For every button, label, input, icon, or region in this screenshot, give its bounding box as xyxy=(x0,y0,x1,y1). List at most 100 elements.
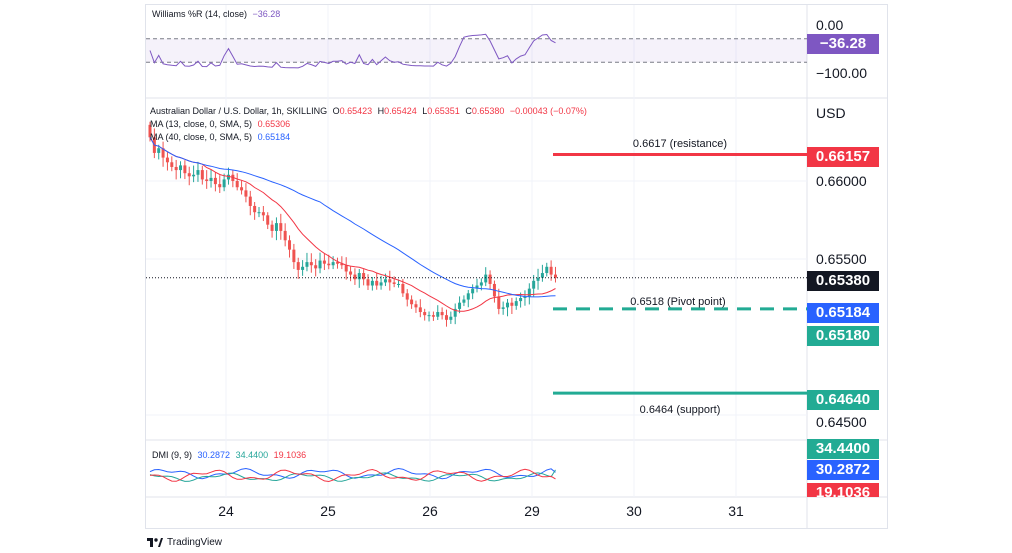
candle-body-15 xyxy=(213,177,217,185)
williams-legend: Williams %R (14, close) −36.28 xyxy=(152,9,283,19)
candle-body-52 xyxy=(375,280,379,286)
candle-body-14 xyxy=(209,177,213,181)
price-axis-tick-1: 0.65500 xyxy=(816,251,867,267)
pivot-annotation: 0.6518 (Pivot point) xyxy=(630,296,726,308)
candle-body-61 xyxy=(414,304,418,308)
candle-body-23 xyxy=(248,196,252,206)
candle-body-25 xyxy=(257,212,261,214)
candle-body-27 xyxy=(266,215,270,225)
candle-body-77 xyxy=(484,274,488,283)
ohlc-close-label: C xyxy=(465,106,472,116)
ohlc-open: 0.65423 xyxy=(339,106,373,116)
candle-body-22 xyxy=(244,190,248,197)
candle-body-88 xyxy=(532,280,536,289)
candle-body-37 xyxy=(309,262,313,266)
candle-body-44 xyxy=(340,263,344,266)
candle-body-75 xyxy=(475,285,479,289)
candle-body-4 xyxy=(165,157,169,163)
candle-body-28 xyxy=(270,224,274,231)
candle-body-93 xyxy=(553,274,557,278)
candle-body-73 xyxy=(466,293,470,300)
ma13-label: MA (13, close, 0, SMA, 5) xyxy=(150,119,253,129)
candle-body-9 xyxy=(187,173,191,177)
dmi-minus-line xyxy=(149,468,556,483)
ohlc-change: −0.00043 (−0.07%) xyxy=(509,106,587,116)
candle-body-84 xyxy=(514,301,518,306)
candle-body-55 xyxy=(388,279,392,283)
candle-body-80 xyxy=(497,296,501,309)
support-price-tag: 0.64640 xyxy=(807,390,879,410)
candle-body-59 xyxy=(405,293,409,300)
candle-body-91 xyxy=(545,266,549,274)
candle-body-20 xyxy=(235,181,239,188)
candle-body-65 xyxy=(431,315,435,317)
candle-body-40 xyxy=(322,260,326,264)
candle-body-35 xyxy=(301,266,305,270)
candle-body-19 xyxy=(231,174,235,181)
candle-body-49 xyxy=(362,273,366,280)
williams-band xyxy=(146,38,807,63)
candle-body-62 xyxy=(418,307,422,313)
candle-body-30 xyxy=(279,223,283,231)
candle-body-50 xyxy=(366,279,370,286)
candle-body-32 xyxy=(288,240,292,250)
candle-body-64 xyxy=(427,315,431,317)
candle-body-51 xyxy=(370,280,374,286)
ma40-label: MA (40, close, 0, SMA, 5) xyxy=(150,132,253,142)
tradingview-logo-icon xyxy=(147,538,163,547)
williams-line xyxy=(149,33,556,69)
candle-body-3 xyxy=(161,148,165,158)
dmi-minus-value: 19.1036 xyxy=(273,450,307,460)
ohlc-open-label: O xyxy=(332,106,340,116)
candle-body-74 xyxy=(471,288,475,294)
candle-body-69 xyxy=(449,316,453,320)
ma13-legend: MA (13, close, 0, SMA, 5) 0.65306 xyxy=(150,119,293,129)
chart-frame xyxy=(145,4,888,529)
tradingview-brand[interactable]: TradingView xyxy=(147,537,222,548)
candle-body-57 xyxy=(397,283,401,285)
ohlc-high: 0.65424 xyxy=(384,106,417,116)
support-annotation: 0.6464 (support) xyxy=(639,404,721,416)
x-tick-1: 25 xyxy=(320,503,336,519)
resistance-annotation: 0.6617 (resistance) xyxy=(632,138,728,150)
candle-body-71 xyxy=(458,302,462,309)
candle-body-43 xyxy=(335,262,339,264)
candle-body-47 xyxy=(353,274,357,280)
candle-body-58 xyxy=(401,283,405,294)
ma40-legend: MA (40, close, 0, SMA, 5) 0.65184 xyxy=(150,132,293,142)
candle-body-82 xyxy=(506,302,510,308)
candle-body-26 xyxy=(261,212,265,216)
candle-body-81 xyxy=(501,307,505,309)
candle-body-45 xyxy=(344,265,348,272)
dmi-plus-tag: 30.2872 xyxy=(807,460,879,480)
price-axis-tick-0: 0.66000 xyxy=(816,173,867,189)
candle-body-42 xyxy=(331,262,335,266)
pivot-price-tag: 0.65180 xyxy=(807,326,879,346)
candle-body-89 xyxy=(536,277,540,281)
candle-body-11 xyxy=(196,170,200,175)
candle-body-0 xyxy=(148,124,152,138)
candle-body-39 xyxy=(318,260,322,269)
candle-body-90 xyxy=(540,273,544,278)
candle-body-53 xyxy=(379,282,383,286)
ma13-value: 0.65306 xyxy=(257,119,291,129)
candle-body-76 xyxy=(479,282,483,286)
candle-body-92 xyxy=(549,266,553,275)
dmi-minus-tag: 19.1036 xyxy=(807,483,879,497)
candle-body-46 xyxy=(349,271,353,275)
ma40-price-tag: 0.65184 xyxy=(807,303,879,323)
williams-value-tag: −36.28 xyxy=(807,34,879,54)
candle-body-56 xyxy=(392,282,396,284)
candle-body-8 xyxy=(183,165,187,174)
candle-body-13 xyxy=(205,179,209,181)
candle-body-18 xyxy=(226,174,230,180)
candle-body-5 xyxy=(170,162,174,167)
candle-body-24 xyxy=(253,205,257,213)
ma40-line xyxy=(149,137,556,298)
candle-body-7 xyxy=(179,165,183,171)
candle-body-85 xyxy=(519,298,523,302)
candle-body-60 xyxy=(410,299,414,305)
candle-body-6 xyxy=(174,166,178,171)
dmi-adx-line xyxy=(149,469,556,482)
williams-axis-top: 0.00 xyxy=(816,17,844,33)
